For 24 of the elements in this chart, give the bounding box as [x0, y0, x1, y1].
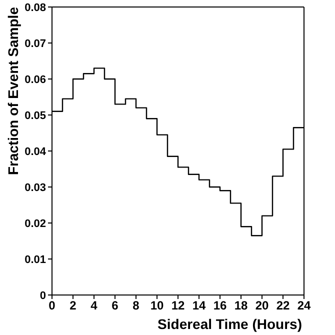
y-tick-label: 0.02 [24, 218, 46, 230]
x-tick-label: 22 [276, 298, 290, 313]
x-tick-label: 8 [132, 298, 140, 313]
y-tick-label: 0.01 [24, 254, 46, 266]
y-tick-label: 0.03 [24, 182, 46, 194]
y-tick-label: 0.06 [24, 74, 46, 86]
x-tick-label: 10 [150, 298, 164, 313]
y-tick-label: 0.05 [24, 110, 46, 122]
x-tick-label: 18 [234, 298, 248, 313]
x-tick-label: 12 [171, 298, 185, 313]
x-tick-label: 20 [255, 298, 269, 313]
y-tick-label: 0.07 [24, 38, 46, 50]
x-axis-title: Sidereal Time (Hours) [158, 316, 302, 332]
x-tick-label: 24 [297, 298, 311, 313]
x-tick-label: 0 [48, 298, 56, 313]
x-tick-label: 2 [70, 298, 77, 313]
y-tick-label: 0.08 [24, 2, 46, 14]
x-tick-label: 4 [90, 298, 98, 313]
x-tick-label: 16 [213, 298, 227, 313]
x-tick-label: 6 [112, 298, 119, 313]
y-tick-label: 0 [40, 290, 46, 302]
y-axis-title: Fraction of Event Sample [4, 6, 21, 176]
y-tick-label: 0.04 [24, 146, 47, 158]
x-tick-label: 14 [192, 298, 206, 313]
